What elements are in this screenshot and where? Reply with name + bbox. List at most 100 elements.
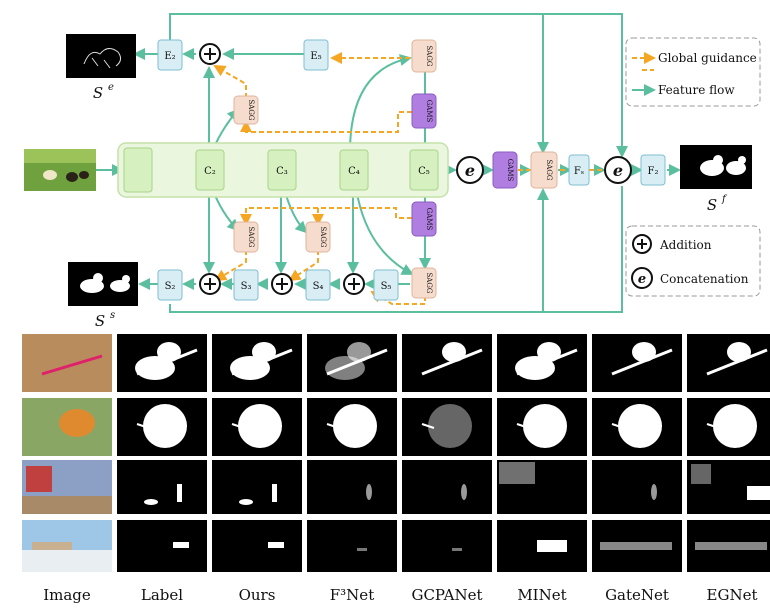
column-label: Ours	[239, 586, 276, 604]
sagg-fusion: SAGG	[530, 151, 558, 189]
concat-node-1: e	[456, 156, 484, 184]
block-c4: C₄	[339, 149, 369, 191]
sagg-top-right: SAGG	[411, 39, 437, 73]
column-label: MINet	[517, 586, 566, 604]
svg-text:C₄: C₄	[348, 166, 360, 177]
svg-text:f: f	[721, 194, 728, 205]
svg-text:S₂: S₂	[165, 281, 176, 292]
svg-text:Concatenation: Concatenation	[660, 272, 749, 286]
legend-flow: Global guidance Feature flow	[625, 37, 761, 107]
legend-ops: Addition e Concatenation	[625, 225, 761, 297]
cell-0-2	[212, 334, 302, 392]
cell-1-1	[117, 398, 207, 456]
cell-2-5	[497, 460, 587, 514]
svg-text:GAMS: GAMS	[425, 100, 433, 123]
svg-text:GAMS: GAMS	[425, 208, 433, 231]
gams-center: GAMS	[492, 151, 518, 189]
block-c3: C₃	[267, 149, 297, 191]
cell-0-0	[22, 334, 112, 392]
gams-top: GAMS	[411, 93, 437, 129]
backbone-stem	[123, 147, 153, 193]
svg-text:C₃: C₃	[276, 166, 288, 177]
cell-3-7	[687, 520, 770, 572]
svg-text:Addition: Addition	[659, 238, 712, 252]
svg-text:SAGG: SAGG	[247, 99, 255, 120]
cell-3-3	[307, 520, 397, 572]
svg-text:S: S	[93, 84, 103, 102]
gams-bottom: GAMS	[411, 201, 437, 237]
cell-0-4	[402, 334, 492, 392]
sagg-bottom-c2: SAGG	[233, 221, 259, 253]
cell-3-4	[402, 520, 492, 572]
edge-output-map: S e	[66, 34, 136, 102]
sagg-top-left: SAGG	[233, 95, 259, 125]
block-e2: E₂	[157, 39, 183, 71]
svg-text:e: e	[613, 161, 623, 180]
svg-text:E₅: E₅	[310, 51, 321, 62]
svg-text:SAGG: SAGG	[545, 159, 553, 180]
svg-text:e: e	[465, 161, 475, 180]
cell-2-1	[117, 460, 207, 514]
cell-0-1	[117, 334, 207, 392]
block-c5: C₅	[409, 149, 439, 191]
sagg-bottom-c3: SAGG	[305, 221, 331, 253]
svg-text:e: e	[108, 82, 114, 93]
svg-text:C₅: C₅	[418, 166, 430, 177]
cell-3-5	[497, 520, 587, 572]
cell-2-7	[687, 460, 770, 514]
cell-3-2	[212, 520, 302, 572]
svg-text:Feature flow: Feature flow	[658, 83, 735, 97]
sagg-bottom-right: SAGG	[411, 267, 437, 299]
svg-text:Global guidance: Global guidance	[658, 51, 757, 65]
cell-2-3	[307, 460, 397, 514]
cell-0-7	[687, 334, 770, 392]
cell-1-6	[592, 398, 682, 456]
addition-node-s3	[271, 273, 293, 295]
svg-text:SAGG: SAGG	[425, 45, 433, 66]
svg-text:F₂: F₂	[648, 166, 659, 177]
cell-2-0	[22, 460, 112, 514]
cell-3-6	[592, 520, 682, 572]
svg-text:S: S	[707, 196, 717, 214]
cell-1-4	[402, 398, 492, 456]
svg-text:E₂: E₂	[164, 51, 175, 62]
cell-2-6	[592, 460, 682, 514]
cell-0-3	[307, 334, 397, 392]
block-s5: S₅	[373, 269, 399, 301]
svg-text:S₄: S₄	[313, 281, 324, 292]
block-s3: S₃	[233, 269, 259, 301]
addition-node-s4	[343, 273, 365, 295]
cell-1-5	[497, 398, 587, 456]
svg-text:Fₛ: Fₛ	[574, 166, 584, 177]
cell-0-5	[497, 334, 587, 392]
column-label: GCPANet	[411, 586, 482, 604]
cell-3-1	[117, 520, 207, 572]
svg-text:e: e	[638, 272, 646, 287]
concat-node-2: e	[604, 156, 632, 184]
block-e5: E₅	[303, 39, 329, 71]
column-labels: Image Label Ours F³Net GCPANet MINet GateNet EG…	[43, 586, 757, 604]
input-image	[24, 149, 96, 191]
column-label: Label	[141, 586, 183, 604]
addition-node-top	[199, 43, 221, 65]
svg-text:SAGG: SAGG	[425, 272, 433, 293]
cell-2-2	[212, 460, 302, 514]
svg-text:SAGG: SAGG	[247, 226, 255, 247]
saliency-output-map: S s	[68, 262, 138, 330]
svg-text:S₃: S₃	[241, 281, 252, 292]
cell-2-4	[402, 460, 492, 514]
addition-node-s2	[199, 273, 221, 295]
comparison-grid	[22, 334, 770, 572]
block-s2: S₂	[157, 269, 183, 301]
cell-1-2	[212, 398, 302, 456]
svg-text:GAMS: GAMS	[506, 159, 514, 182]
cell-3-0	[22, 520, 112, 572]
cell-1-7	[687, 398, 770, 456]
svg-text:s: s	[110, 310, 115, 321]
cell-0-6	[592, 334, 682, 392]
cell-1-3	[307, 398, 397, 456]
svg-text:SAGG: SAGG	[319, 226, 327, 247]
final-output-map: S f	[680, 145, 752, 214]
block-c2: C₂	[195, 149, 225, 191]
